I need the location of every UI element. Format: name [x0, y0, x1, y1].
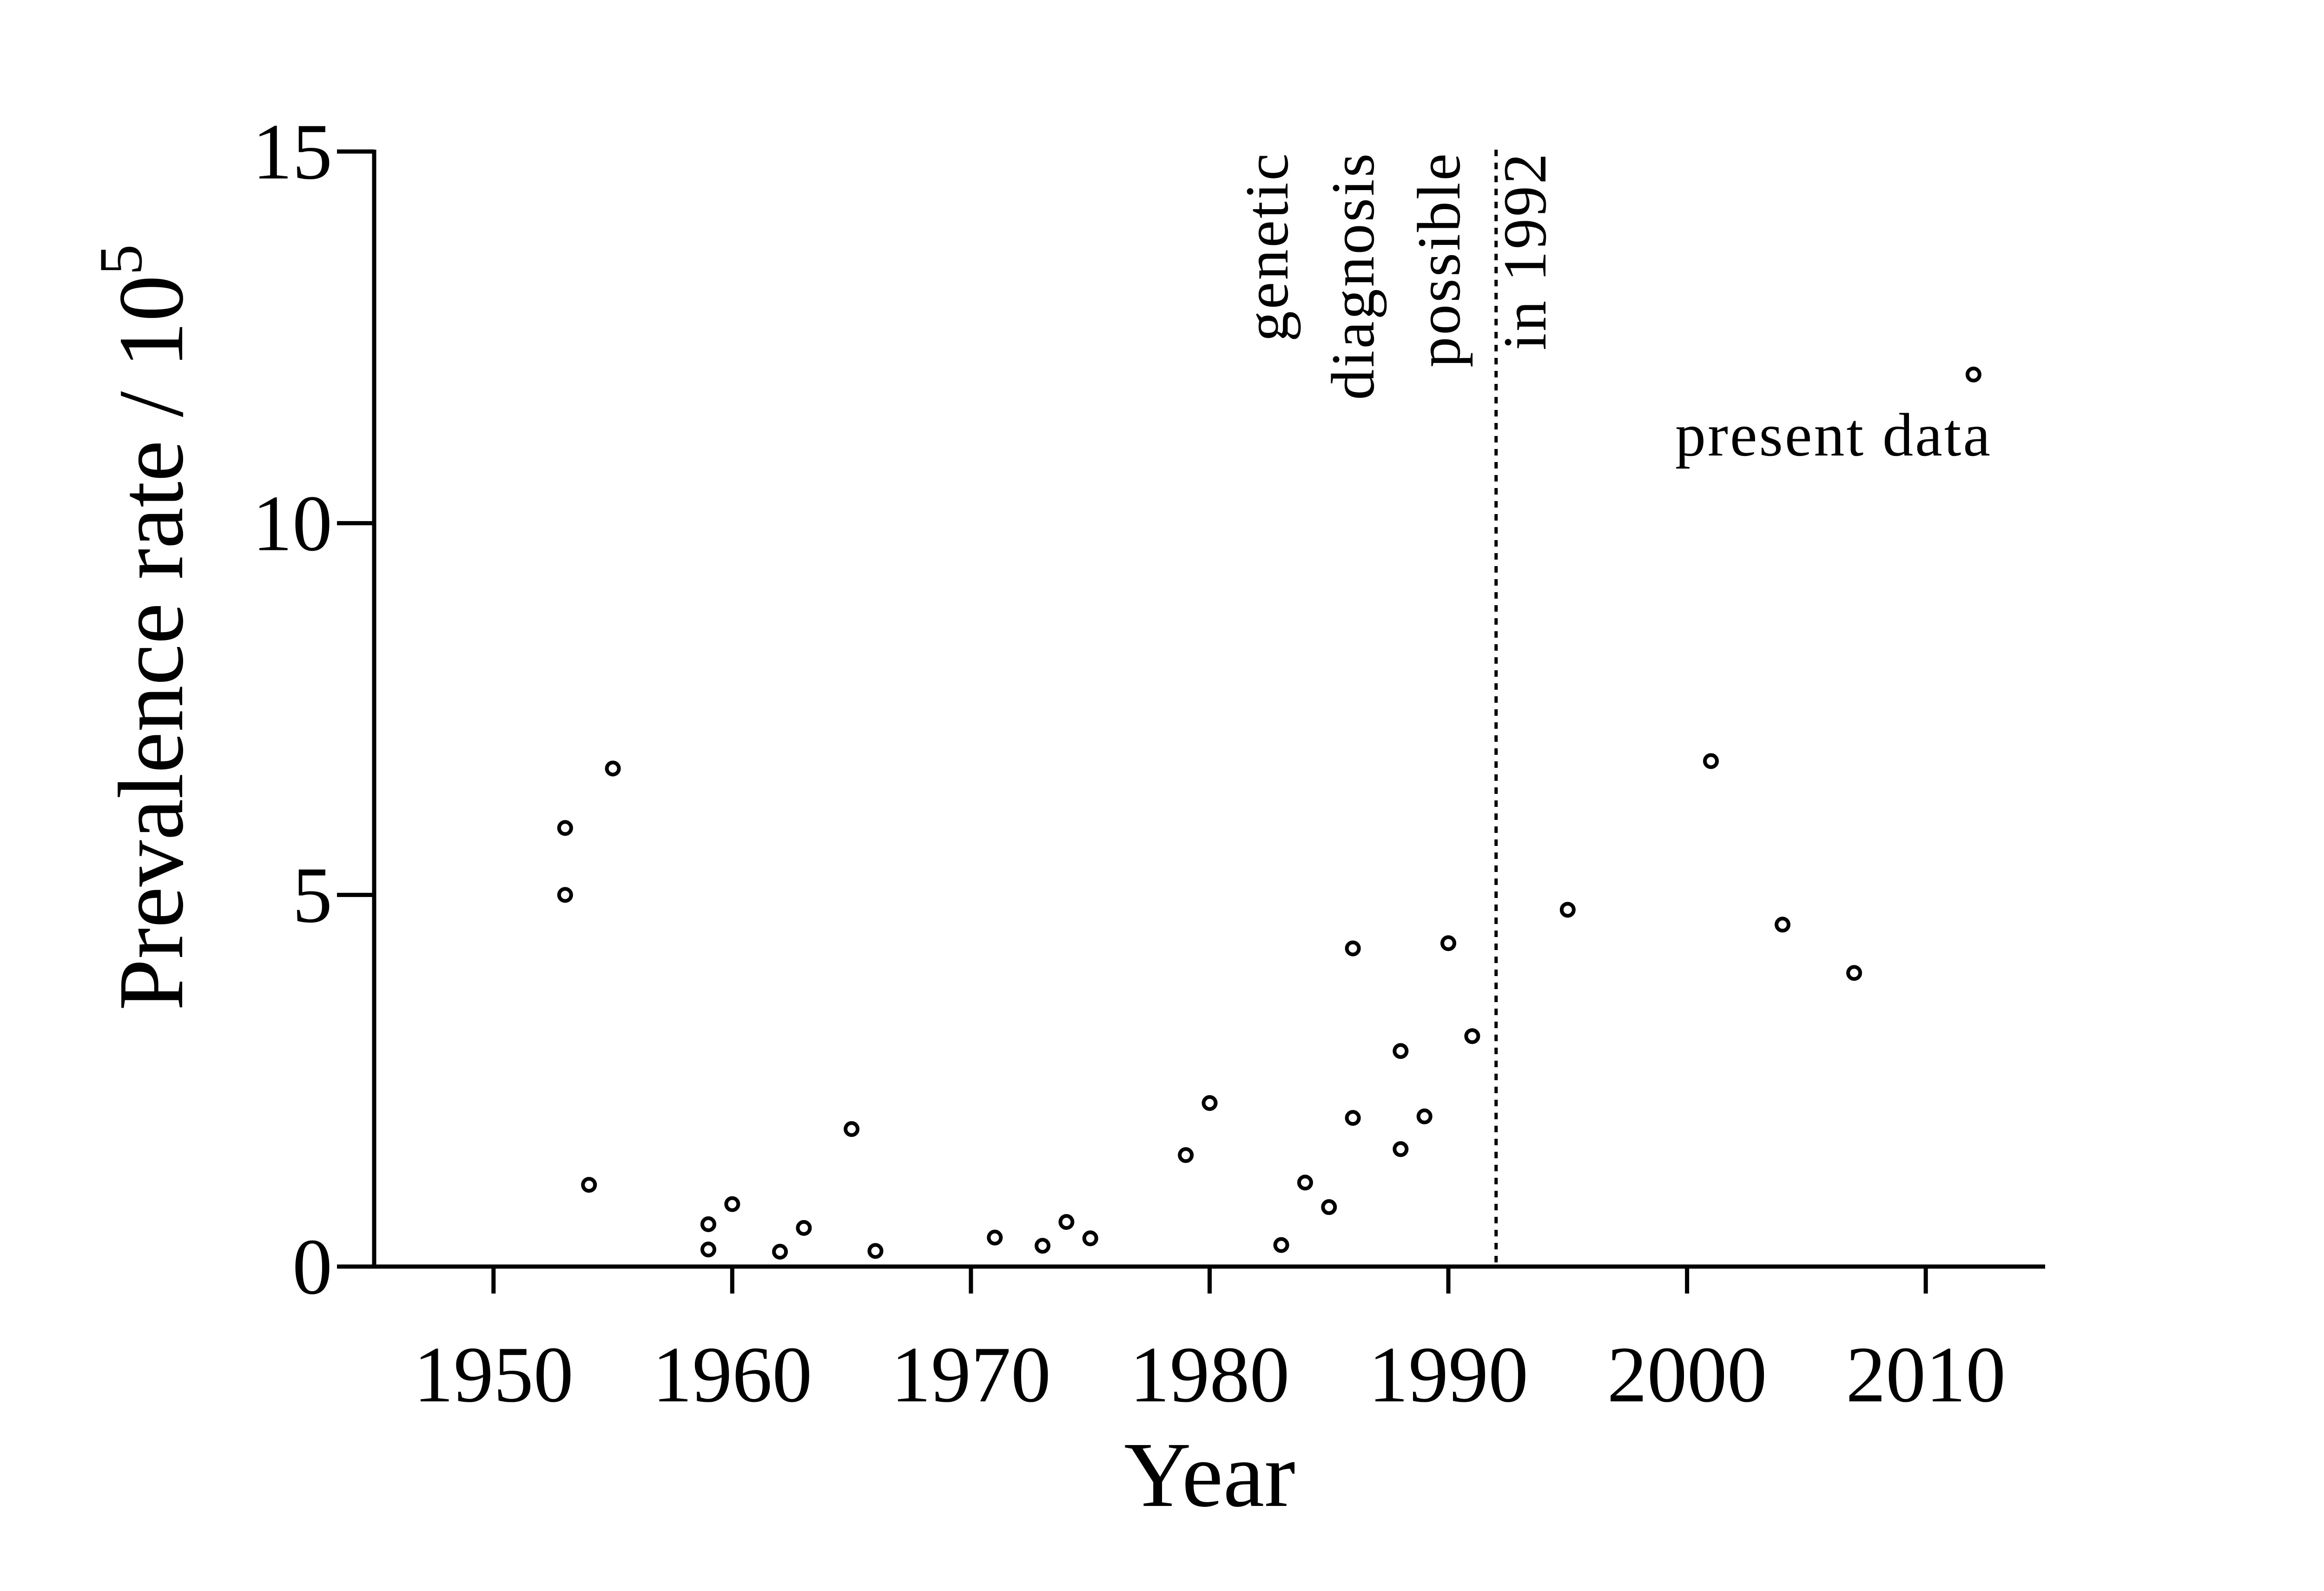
x-ticks: 1950 1960 1970 1980 1990 2000 2010 — [414, 1267, 2006, 1419]
data-point — [1775, 917, 1791, 933]
data-point — [700, 1216, 716, 1232]
y-axis-title: Prevalence rate / 105 — [86, 244, 203, 1011]
x-tick-label: 1980 — [1130, 1331, 1290, 1419]
data-point — [605, 760, 621, 777]
annotation-line: genetic — [1233, 152, 1301, 342]
y-tick-label: 15 — [252, 108, 332, 196]
data-point — [796, 1220, 812, 1236]
data-point — [1202, 1095, 1218, 1111]
x-axis-title: Year — [1124, 1424, 1295, 1526]
data-point — [1846, 965, 1862, 981]
data-point — [1416, 1108, 1433, 1124]
x-tick-label: 1990 — [1368, 1331, 1528, 1419]
data-point — [1082, 1230, 1098, 1247]
data-point — [557, 820, 573, 836]
data-point — [867, 1243, 884, 1259]
data-point — [1965, 366, 1981, 383]
data-point — [1393, 1043, 1409, 1059]
y-axis-title-superscript: 5 — [86, 244, 155, 275]
x-tick-label: 2000 — [1607, 1331, 1767, 1419]
annotation-line: in 1992 — [1491, 152, 1559, 350]
data-point — [1703, 753, 1719, 769]
data-point — [987, 1229, 1003, 1246]
data-point — [772, 1244, 788, 1260]
data-points — [557, 366, 1981, 1260]
data-point — [1035, 1238, 1050, 1254]
data-point — [1393, 1141, 1409, 1157]
y-tick-label: 10 — [252, 480, 332, 568]
data-point — [1178, 1147, 1194, 1163]
y-ticks: 0 5 10 15 — [252, 108, 374, 1311]
x-tick-label: 2010 — [1846, 1331, 2006, 1419]
data-point — [1345, 1110, 1361, 1126]
y-tick-label: 0 — [292, 1223, 332, 1311]
data-point — [1345, 940, 1361, 957]
axes: 1950 1960 1970 1980 1990 2000 2010 0 5 10 15 — [252, 108, 2045, 1419]
data-point — [700, 1241, 716, 1258]
data-point — [1297, 1175, 1313, 1191]
data-point — [1273, 1237, 1289, 1253]
data-point — [581, 1177, 597, 1193]
data-point — [844, 1121, 860, 1137]
data-point — [1559, 902, 1576, 918]
data-point — [1321, 1199, 1337, 1215]
y-tick-label: 5 — [292, 851, 332, 939]
annotation-line: diagnosis — [1319, 152, 1387, 400]
data-point — [557, 887, 573, 903]
data-point — [724, 1196, 740, 1212]
data-point — [1440, 935, 1457, 951]
y-axis-title-main: Prevalence rate / 10 — [100, 275, 203, 1011]
x-tick-label: 1970 — [891, 1331, 1051, 1419]
data-point — [1464, 1028, 1480, 1044]
genetic-diagnosis-annotation: genetic diagnosis possible in 1992 — [1233, 152, 1559, 400]
annotation-line: possible — [1405, 152, 1473, 368]
present-data-annotation: present data — [1675, 401, 1992, 469]
x-tick-label: 1960 — [652, 1331, 812, 1419]
x-tick-label: 1950 — [414, 1331, 574, 1419]
data-point — [1058, 1214, 1075, 1230]
